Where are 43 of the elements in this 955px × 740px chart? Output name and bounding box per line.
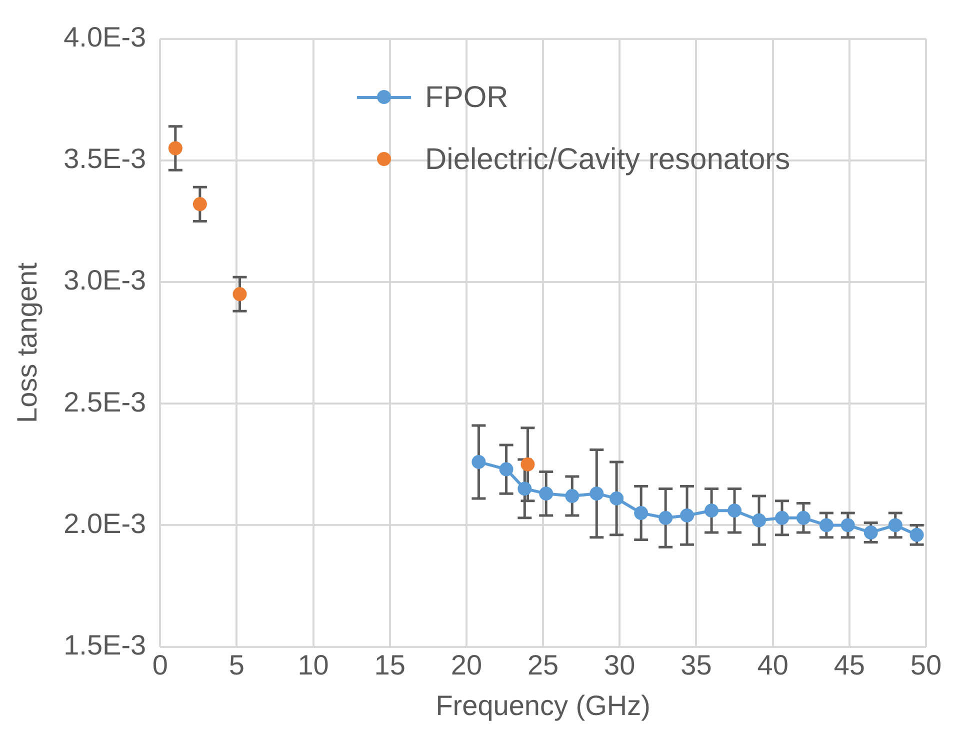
point (610, 491, 624, 506)
x-tick-label: 0 (152, 649, 168, 680)
y-tick-label: 1.5E-3 (64, 630, 146, 661)
y-tick-label: 4.0E-3 (64, 22, 146, 53)
point (888, 518, 902, 532)
x-tick-label: 35 (680, 649, 712, 680)
point (539, 486, 554, 501)
x-tick-label: 10 (298, 649, 329, 680)
y-tick-label: 2.5E-3 (64, 386, 146, 418)
point (518, 482, 532, 496)
legend-label: FPOR (425, 81, 508, 115)
y-tick-label: 3.5E-3 (64, 143, 146, 174)
point (232, 287, 247, 302)
point (796, 510, 810, 525)
y-tick-label: 2.0E-3 (64, 508, 146, 539)
x-axis-title: Frequency (GHz) (436, 690, 650, 721)
point (752, 513, 766, 528)
point (168, 141, 182, 156)
x-tick-label: 30 (604, 649, 636, 680)
x-tick-label: 45 (834, 649, 865, 680)
y-tick-label: 3.0E-3 (64, 264, 146, 296)
point (520, 457, 535, 472)
point (499, 462, 514, 476)
point (680, 508, 694, 522)
point (819, 518, 834, 532)
x-tick-label: 20 (450, 649, 482, 680)
point (840, 518, 855, 532)
point (590, 486, 604, 501)
x-tick-label: 40 (757, 649, 788, 680)
point (565, 489, 580, 504)
point (728, 504, 742, 518)
point (192, 197, 207, 212)
x-tick-label: 25 (527, 649, 559, 680)
point (775, 510, 790, 525)
x-tick-label: 50 (910, 649, 942, 680)
y-axis-title: Loss tangent (12, 262, 43, 423)
x-tick-label: 15 (374, 649, 406, 680)
x-tick-label: 5 (228, 649, 244, 680)
point (634, 506, 648, 520)
point (472, 454, 486, 469)
point (704, 504, 719, 518)
point (658, 510, 673, 525)
legend-label: Dielectric/Cavity resonators (425, 143, 790, 177)
